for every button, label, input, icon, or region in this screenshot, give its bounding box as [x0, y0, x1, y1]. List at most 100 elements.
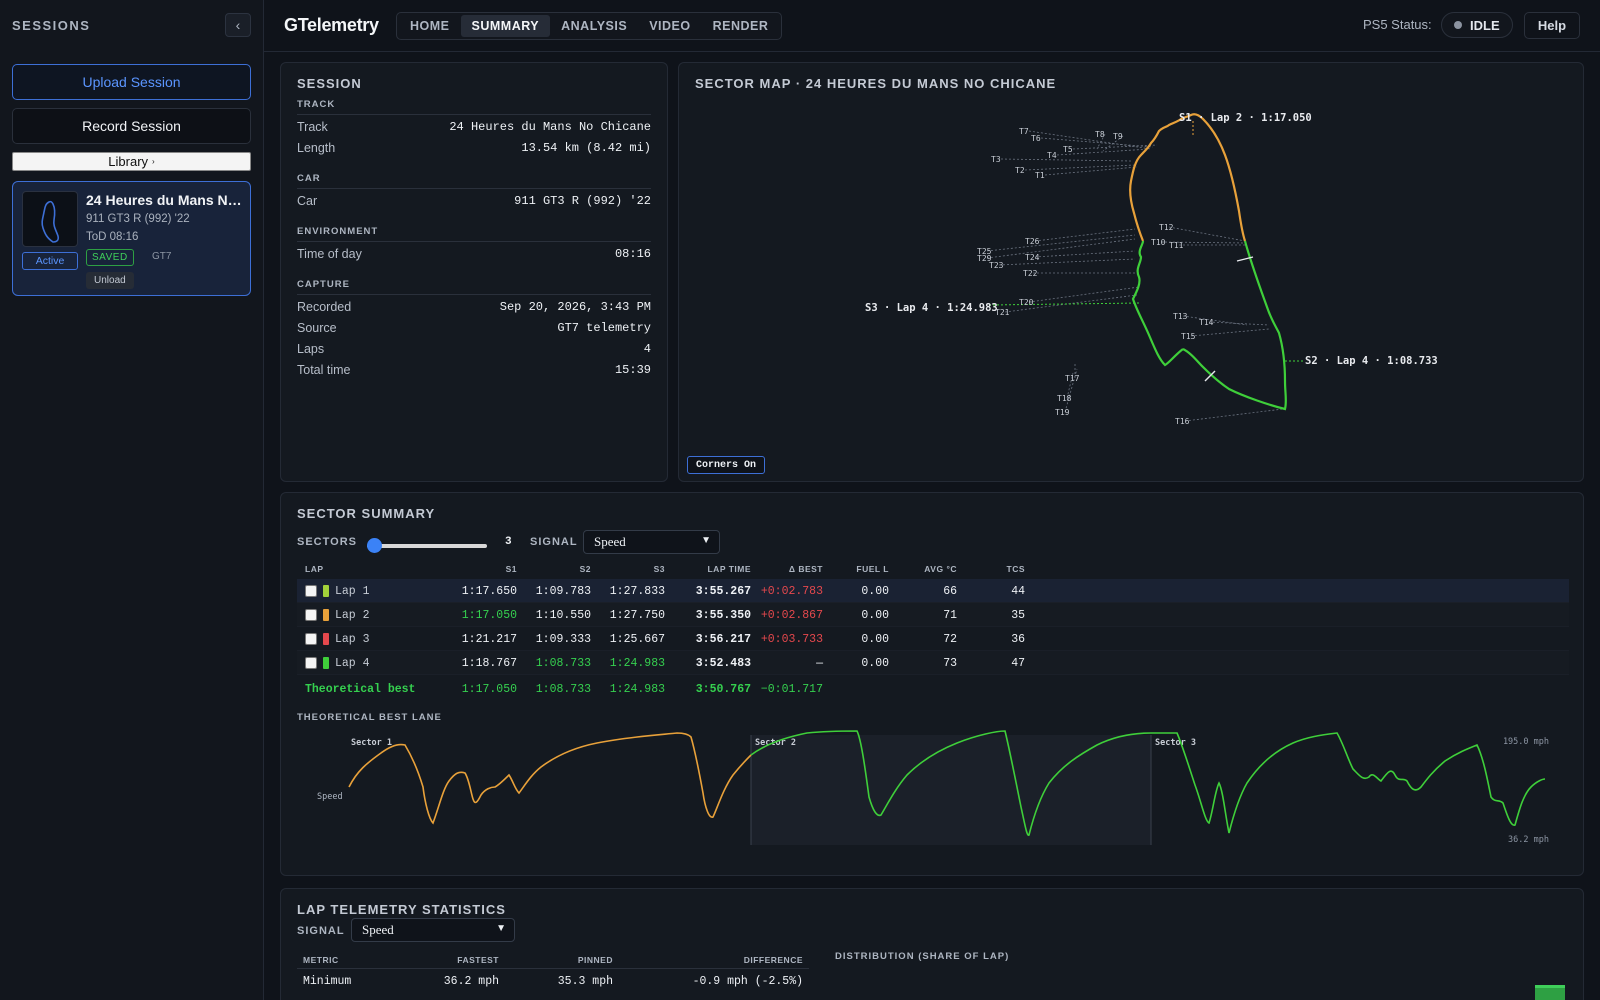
- s3-best-label: S3 · Lap 4 · 1:24.983: [865, 302, 998, 314]
- session-card[interactable]: 24 Heures du Mans No Chicane 911 GT3 R (…: [12, 181, 251, 296]
- corner-leader-t15: [1190, 328, 1270, 337]
- laps-row: Laps 4: [297, 342, 651, 356]
- source-key: Source: [297, 321, 337, 335]
- table-row[interactable]: Lap 3 1:21.217 1:09.333 1:25.667 3:56.21…: [297, 627, 1569, 651]
- app-title: GTelemetry: [284, 15, 379, 35]
- lap-tcs: 44: [1011, 585, 1025, 598]
- table-row[interactable]: Lap 4 1:18.767 1:08.733 1:24.983 3:52.48…: [297, 651, 1569, 675]
- lap-checkbox[interactable]: [305, 609, 317, 621]
- header-delta-best: Δ BEST: [788, 564, 823, 574]
- header-avg-temp: AVG °C: [924, 564, 957, 574]
- chevron-left-icon: ‹: [235, 17, 241, 33]
- corner-label-t10: T10: [1151, 238, 1166, 247]
- tab-analysis[interactable]: ANALYSIS: [561, 19, 628, 33]
- capture-section-heading: CAPTURE: [297, 279, 651, 295]
- length-row: Length 13.54 km (8.42 mi): [297, 141, 651, 155]
- distribution-bar: [1535, 985, 1565, 1000]
- library-label: Library: [108, 154, 149, 169]
- lap-checkbox[interactable]: [305, 657, 317, 669]
- lap-telemetry-statistics-panel: LAP TELEMETRY STATISTICS SIGNAL Speed ▼ …: [280, 888, 1584, 1000]
- lap-tcs: 35: [1011, 609, 1025, 622]
- tab-home[interactable]: HOME: [410, 19, 450, 33]
- track-value: 24 Heures du Mans No Chicane: [449, 120, 651, 134]
- car-key: Car: [297, 194, 318, 208]
- signal-select[interactable]: Speed ▼: [583, 530, 720, 554]
- lap-name: Lap 2: [335, 609, 370, 622]
- lap-s1: 1:18.767: [461, 657, 517, 670]
- ps5-status-value: IDLE: [1470, 17, 1500, 33]
- lap-color-swatch: [323, 585, 329, 597]
- corner-label-t5: T5: [1063, 145, 1073, 154]
- chevron-right-icon: ›: [152, 157, 155, 166]
- lap-delta: +0:03.733: [760, 633, 823, 646]
- tab-render[interactable]: RENDER: [712, 19, 769, 33]
- collapse-sidebar-button[interactable]: ‹: [225, 13, 251, 37]
- lap-checkbox[interactable]: [305, 585, 317, 597]
- lap-tcs: 47: [1011, 657, 1025, 670]
- sector-2-trace: [750, 730, 1152, 836]
- lap-color-swatch: [323, 657, 329, 669]
- sector-map[interactable]: S1 · Lap 2 · 1:17.050 S2 · Lap 4 · 1:08.…: [679, 63, 1585, 483]
- s1-best-label: S1 · Lap 2 · 1:17.050: [1179, 112, 1312, 124]
- theoretical-best-label: Theoretical best: [305, 683, 416, 696]
- length-key: Length: [297, 141, 336, 155]
- corner-leader-t25: [986, 234, 1136, 252]
- sector-1-label: Sector 1: [351, 738, 392, 748]
- theoretical-s3: 1:24.983: [609, 683, 665, 696]
- stat-fastest: 36.2 mph: [443, 975, 499, 988]
- active-badge: Active: [22, 252, 78, 270]
- upload-session-button[interactable]: Upload Session: [12, 64, 251, 100]
- stats-signal-select[interactable]: Speed ▼: [351, 918, 515, 942]
- corner-label-t14: T14: [1199, 318, 1214, 327]
- slider-thumb[interactable]: [367, 538, 382, 553]
- corner-leader-t1: [1044, 166, 1138, 176]
- sectors-value: 3: [505, 536, 512, 548]
- help-button[interactable]: Help: [1524, 12, 1580, 39]
- corner-label-t17: T17: [1065, 374, 1080, 383]
- lap-name: Lap 4: [335, 657, 370, 670]
- tab-summary[interactable]: SUMMARY: [460, 15, 551, 37]
- session-panel-title: SESSION: [297, 76, 362, 91]
- theoretical-s2: 1:08.733: [535, 683, 591, 696]
- tod-value: 08:16: [614, 247, 651, 261]
- length-value: 13.54 km (8.42 mi): [521, 141, 651, 155]
- sectors-slider[interactable]: [367, 538, 487, 553]
- record-session-button[interactable]: Record Session: [12, 108, 251, 144]
- table-row[interactable]: Lap 1 1:17.650 1:09.783 1:27.833 3:55.26…: [297, 579, 1569, 603]
- theoretical-delta: −0:01.717: [760, 683, 823, 696]
- session-card-car: 911 GT3 R (992) '22: [86, 213, 190, 225]
- header-difference: DIFFERENCE: [743, 955, 803, 965]
- s2-best-label: S2 · Lap 4 · 1:08.733: [1305, 355, 1438, 367]
- stat-difference: -0.9 mph (-2.5%): [692, 975, 803, 988]
- tab-video[interactable]: VIDEO: [649, 19, 691, 33]
- corner-label-t24: T24: [1025, 253, 1040, 262]
- signal-select-value: Speed: [594, 534, 626, 549]
- library-button[interactable]: Library ›: [12, 152, 251, 171]
- corner-label-t25: T25: [977, 247, 992, 256]
- unload-button[interactable]: Unload: [86, 272, 134, 289]
- corners-toggle-button[interactable]: Corners On: [687, 456, 766, 474]
- sessions-sidebar: SESSIONS ‹ Upload Session Record Session…: [0, 0, 264, 1000]
- lap-color-swatch: [323, 633, 329, 645]
- corner-label-t26: T26: [1025, 237, 1040, 246]
- stat-metric: Minimum: [303, 975, 352, 988]
- lap-s2: 1:10.550: [535, 609, 591, 622]
- lap-s3: 1:24.983: [609, 657, 665, 670]
- table-row[interactable]: Lap 2 1:17.050 1:10.550 1:27.750 3:55.35…: [297, 603, 1569, 627]
- corner-leader-t20: [1028, 286, 1140, 303]
- lap-fuel: 0.00: [861, 657, 889, 670]
- corner-label-t8: T8: [1095, 130, 1105, 139]
- corner-leader-t26: [1034, 228, 1136, 242]
- lap-checkbox[interactable]: [305, 633, 317, 645]
- sector-2-path: [1182, 240, 1287, 411]
- lap-fuel: 0.00: [861, 633, 889, 646]
- session-card-title: 24 Heures du Mans No Chicane: [86, 192, 246, 208]
- stats-signal-select-value: Speed: [362, 922, 394, 937]
- sidebar-title: SESSIONS: [12, 17, 91, 33]
- corner-label-t2: T2: [1015, 166, 1025, 175]
- corner-leader-t4: [1056, 148, 1150, 156]
- corner-leader-t12: [1168, 226, 1246, 242]
- session-panel: SESSION TRACK Track 24 Heures du Mans No …: [280, 62, 668, 482]
- track-row: Track 24 Heures du Mans No Chicane: [297, 120, 651, 134]
- theoretical-best-lane-chart[interactable]: Sector 1 Sector 2 Sector 3 Speed 195.0 m…: [297, 727, 1569, 847]
